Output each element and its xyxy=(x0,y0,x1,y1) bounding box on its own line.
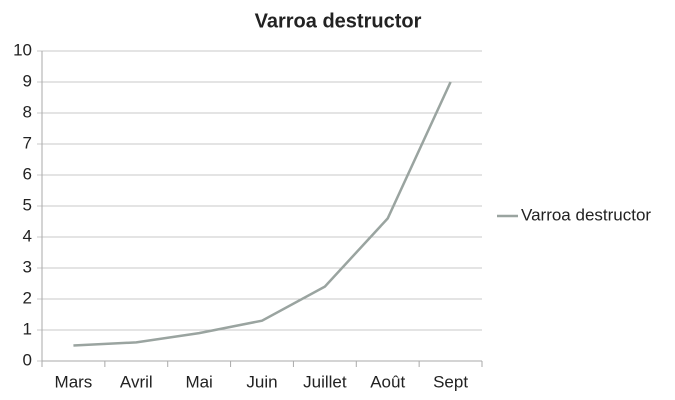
y-tick-label: 6 xyxy=(23,164,32,183)
x-tick-label: Août xyxy=(370,372,405,391)
x-tick-label: Juillet xyxy=(303,372,347,391)
x-tick-label: Mai xyxy=(185,372,212,391)
legend-label: Varroa destructor xyxy=(521,205,651,224)
y-tick-label: 1 xyxy=(23,319,32,338)
y-tick-label: 9 xyxy=(23,71,32,90)
y-tick-label: 8 xyxy=(23,102,32,121)
y-tick-label: 7 xyxy=(23,133,32,152)
y-tick-label: 0 xyxy=(23,350,32,369)
y-tick-label: 5 xyxy=(23,195,32,214)
y-tick-label: 2 xyxy=(23,288,32,307)
y-tick-label: 3 xyxy=(23,257,32,276)
chart-title: Varroa destructor xyxy=(255,10,422,32)
data-line xyxy=(73,81,452,347)
y-tick-label: 4 xyxy=(23,226,32,245)
x-tick-label: Avril xyxy=(120,372,153,391)
x-tick-label: Juin xyxy=(246,372,277,391)
x-tick-label: Mars xyxy=(55,372,93,391)
x-tick-label: Sept xyxy=(433,372,468,391)
y-tick-label: 10 xyxy=(13,40,32,59)
